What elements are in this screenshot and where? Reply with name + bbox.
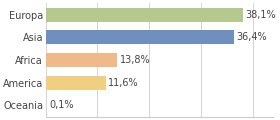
Bar [46,30,234,45]
Text: 0,1%: 0,1% [49,100,73,110]
Text: 36,4%: 36,4% [237,33,267,42]
Text: 11,6%: 11,6% [108,78,139,87]
Bar [46,75,106,90]
Text: 13,8%: 13,8% [120,55,150,65]
Text: 38,1%: 38,1% [245,10,276,20]
Bar [46,53,117,67]
Bar [46,8,243,22]
